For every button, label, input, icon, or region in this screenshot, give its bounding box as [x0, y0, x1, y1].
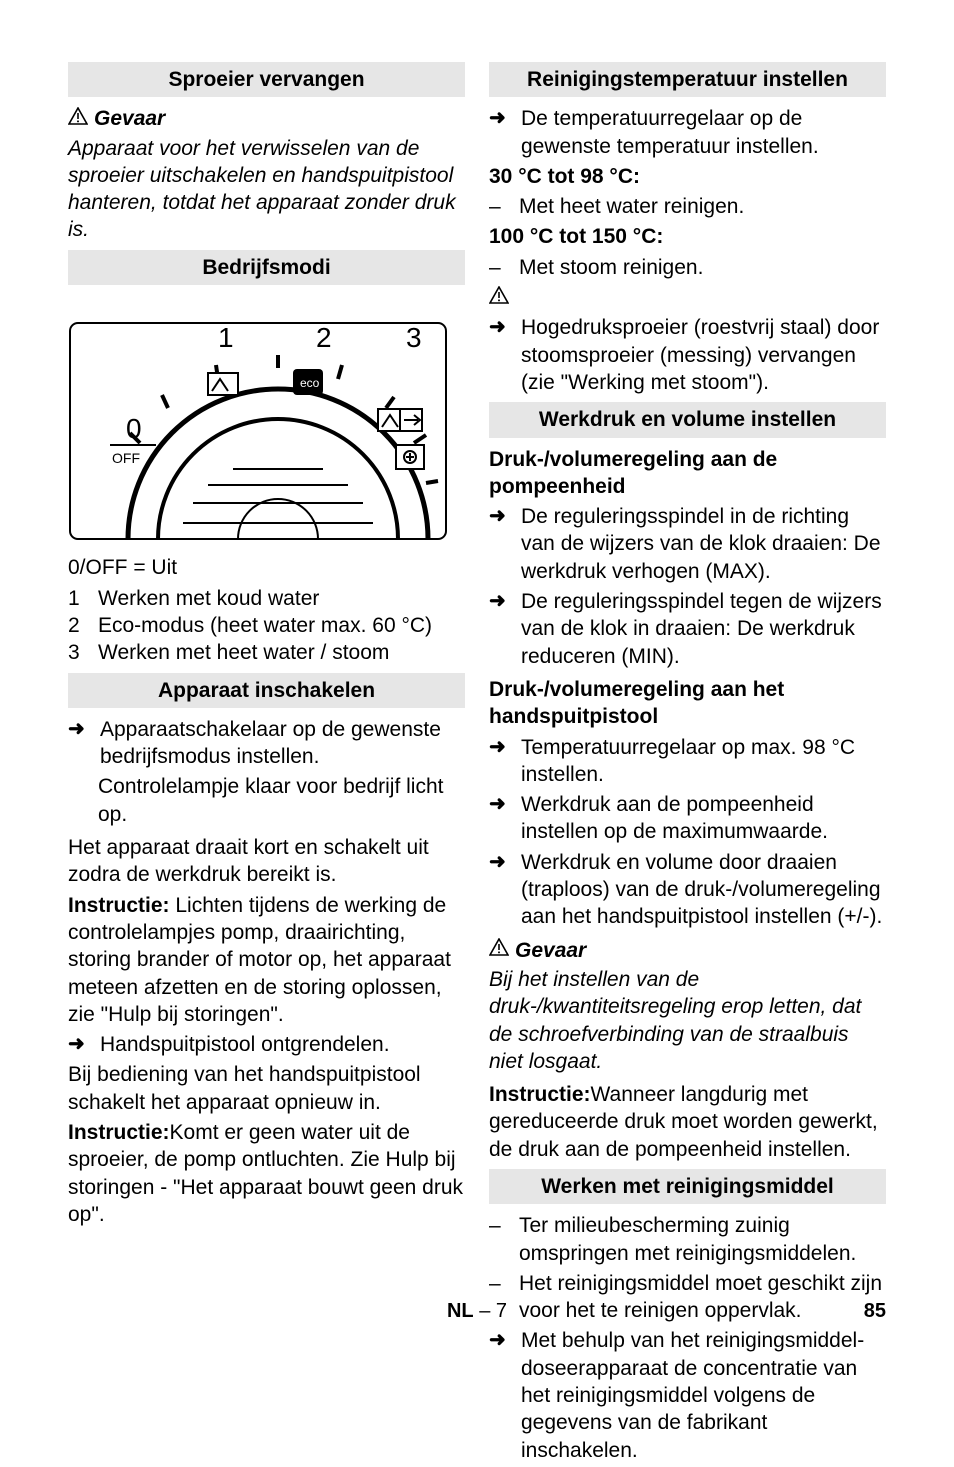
instructie-label: Instructie: — [489, 1083, 591, 1106]
arrow-item: De temperatuurregelaar op de gewenste te… — [489, 105, 886, 160]
mode1-txt: Werken met koud water — [98, 585, 319, 612]
arrow-text: Met behulp van het reinigingsmiddel-dose… — [519, 1327, 886, 1463]
arrow-icon — [489, 1327, 511, 1463]
arrow-item: Handspuitpistool ontgrendelen. — [68, 1031, 465, 1058]
arrow-item: Temperatuurregelaar op max. 98 °C instel… — [489, 734, 886, 789]
section-reinigingstemp: Reinigingstemperatuur instellen — [489, 62, 886, 97]
footer-center: NL – 7 — [447, 1298, 507, 1324]
section-werkdruk: Werkdruk en volume instellen — [489, 402, 886, 437]
arrow-icon — [489, 314, 511, 396]
mode2-num: 2 — [68, 612, 84, 639]
dash-text: Ter milieubescherming zuinig omspringen … — [519, 1212, 886, 1267]
left-column: Sproeier vervangen Gevaar Apparaat voor … — [68, 56, 465, 1467]
dial-pos2: 2 — [316, 322, 332, 353]
instructie-label: Instructie: — [68, 1121, 170, 1144]
arrow-icon — [68, 1031, 90, 1058]
dash-icon: – — [489, 193, 511, 220]
arrow-icon — [489, 791, 511, 846]
gevaar-body: Bij het instellen van de druk-/kwantitei… — [489, 966, 886, 1075]
subhead: Druk-/volumeregeling aan de pompeenheid — [489, 446, 886, 501]
page-footer: NL – 7 85 — [0, 1298, 954, 1324]
dial-pos3: 3 — [406, 322, 422, 353]
arrow-item: Hogedruksproeier (roestvrij staal) door … — [489, 314, 886, 396]
section-sproeier: Sproeier vervangen — [68, 62, 465, 97]
arrow-item: Werkdruk en volume door draaien (traploo… — [489, 849, 886, 931]
instructie-block: Instructie: Lichten tijdens de werking d… — [68, 892, 465, 1028]
off-legend: 0/OFF = Uit — [68, 554, 465, 581]
footer-page-number: 85 — [864, 1298, 886, 1324]
arrow-icon — [489, 588, 511, 670]
mode3-txt: Werken met heet water / stoom — [98, 639, 389, 666]
arrow-text: Apparaatschakelaar op de gewenste bedrij… — [98, 716, 465, 771]
arrow-item: Apparaatschakelaar op de gewenste bedrij… — [68, 716, 465, 771]
instructie-label: Instructie: — [68, 894, 170, 917]
arrow-text: De reguleringsspindel tegen de wijzers v… — [519, 588, 886, 670]
warning-gevaar: Gevaar — [68, 105, 465, 132]
dash-icon: – — [489, 1212, 511, 1267]
warning-gevaar: Gevaar — [489, 937, 886, 964]
dial-off: OFF — [112, 450, 140, 466]
dash-text: Met heet water reinigen. — [519, 193, 886, 220]
dial-zero: 0 — [126, 413, 142, 444]
arrow-icon — [489, 503, 511, 585]
dash-item: – Ter milieubescherming zuinig omspringe… — [489, 1212, 886, 1267]
arrow-item: De reguleringsspindel in de richting van… — [489, 503, 886, 585]
arrow-text: De reguleringsspindel in de richting van… — [519, 503, 886, 585]
mode3-num: 3 — [68, 639, 84, 666]
right-column: Reinigingstemperatuur instellen De tempe… — [489, 56, 886, 1467]
arrow-icon — [489, 849, 511, 931]
arrow-item: Werkdruk aan de pompeenheid instellen op… — [489, 791, 886, 846]
subhead: Druk-/volumeregeling aan het handspuitpi… — [489, 676, 886, 731]
gevaar-body: Apparaat voor het verwisselen van de spr… — [68, 135, 465, 244]
dash-item: – Met heet water reinigen. — [489, 193, 886, 220]
mode-dial-diagram: 0 OFF 1 2 3 eco — [68, 293, 465, 550]
instructie-block: Instructie:Wanneer langdurig met gereduc… — [489, 1081, 886, 1163]
arrow-item: De reguleringsspindel tegen de wijzers v… — [489, 588, 886, 670]
warning-label: Gevaar — [515, 937, 586, 964]
indent-line: Controlelampje klaar voor bedrijf licht … — [98, 773, 465, 828]
arrow-text: Handspuitpistool ontgrendelen. — [98, 1031, 465, 1058]
footer-page-local: – 7 — [474, 1300, 507, 1322]
arrow-text: Werkdruk en volume door draaien (traploo… — [519, 849, 886, 931]
arrow-icon — [489, 105, 511, 160]
dash-icon: – — [489, 254, 511, 281]
arrow-text: Temperatuurregelaar op max. 98 °C instel… — [519, 734, 886, 789]
page-columns: Sproeier vervangen Gevaar Apparaat voor … — [68, 56, 886, 1467]
instructie-block: Instructie:Komt er geen water uit de spr… — [68, 1119, 465, 1228]
arrow-text: De temperatuurregelaar op de gewenste te… — [519, 105, 886, 160]
svg-text:eco: eco — [300, 376, 320, 390]
mode2-txt: Eco-modus (heet water max. 60 °C) — [98, 612, 432, 639]
temp-range: 30 °C tot 98 °C: — [489, 163, 886, 190]
body-line: Bij bediening van het handspuitpistool s… — [68, 1061, 465, 1116]
mode1-num: 1 — [68, 585, 84, 612]
warning-label: Gevaar — [94, 105, 165, 132]
section-reinigingsmiddel: Werken met reinigingsmiddel — [489, 1169, 886, 1204]
footer-lang: NL — [447, 1300, 474, 1322]
arrow-item: Met behulp van het reinigingsmiddel-dose… — [489, 1327, 886, 1463]
warning-icon-only — [489, 284, 886, 311]
arrow-text: Hogedruksproeier (roestvrij staal) door … — [519, 314, 886, 396]
temp-range: 100 °C tot 150 °C: — [489, 223, 886, 250]
warning-icon — [68, 106, 88, 132]
dial-pos1: 1 — [218, 322, 234, 353]
arrow-text: Werkdruk aan de pompeenheid instellen op… — [519, 791, 886, 846]
body-line: Het apparaat draait kort en schakelt uit… — [68, 834, 465, 889]
section-bedrijfsmodi: Bedrijfsmodi — [68, 250, 465, 285]
mode-list: 1 Werken met koud water 2 Eco-modus (heet … — [68, 585, 465, 667]
dash-text: Met stoom reinigen. — [519, 254, 886, 281]
arrow-icon — [489, 734, 511, 789]
warning-icon — [489, 937, 509, 963]
dash-item: – Met stoom reinigen. — [489, 254, 886, 281]
section-inschakelen: Apparaat inschakelen — [68, 673, 465, 708]
arrow-icon — [68, 716, 90, 771]
